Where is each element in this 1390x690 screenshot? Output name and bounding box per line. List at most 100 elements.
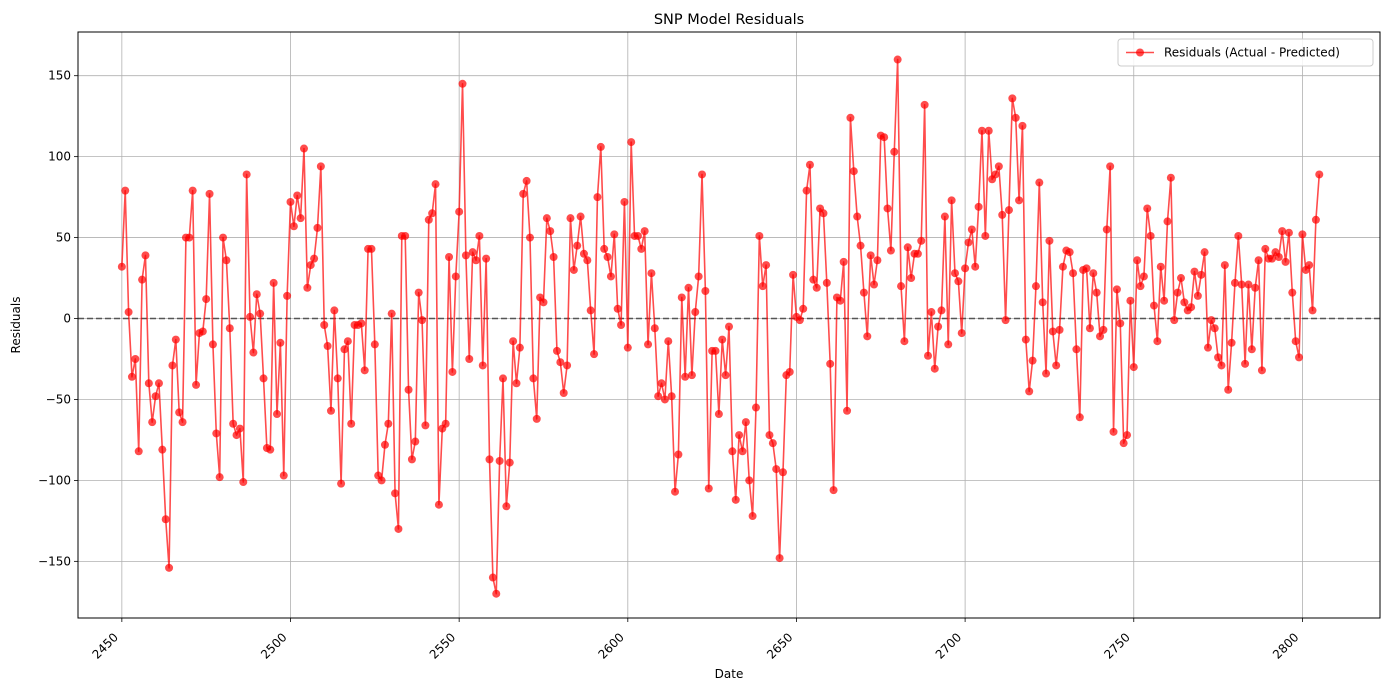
- data-point: [1227, 338, 1236, 347]
- data-point: [802, 186, 811, 195]
- data-point: [293, 191, 302, 200]
- data-point: [542, 214, 551, 223]
- data-point: [957, 329, 966, 338]
- data-point: [880, 133, 889, 142]
- data-point: [718, 335, 727, 344]
- data-point: [886, 246, 895, 255]
- data-point: [903, 243, 912, 252]
- data-point: [907, 274, 916, 283]
- data-point: [998, 210, 1007, 219]
- data-point: [640, 227, 649, 236]
- legend: Residuals (Actual - Predicted): [1117, 38, 1374, 67]
- data-point: [671, 487, 680, 496]
- y-tick-label: 100: [48, 150, 71, 164]
- data-point: [161, 515, 170, 524]
- data-point: [812, 283, 821, 292]
- data-point: [1311, 215, 1320, 224]
- data-point: [721, 371, 730, 380]
- data-point: [866, 251, 875, 260]
- data-point: [660, 395, 669, 404]
- data-point: [340, 345, 349, 354]
- data-point: [1241, 359, 1250, 368]
- data-point: [563, 361, 572, 370]
- data-point: [687, 371, 696, 380]
- data-point: [937, 306, 946, 315]
- data-point: [1298, 230, 1307, 239]
- data-point: [576, 212, 585, 221]
- data-point: [1038, 298, 1047, 307]
- data-point: [380, 440, 389, 449]
- data-point: [839, 257, 848, 266]
- data-point: [657, 379, 666, 388]
- data-point: [495, 456, 504, 465]
- data-point: [617, 321, 626, 329]
- data-point: [954, 277, 963, 286]
- data-point: [273, 410, 282, 419]
- data-point: [917, 236, 926, 245]
- x-axis-label: Date: [715, 667, 744, 681]
- data-point: [1018, 121, 1027, 130]
- data-point: [134, 447, 143, 456]
- data-point: [1315, 170, 1324, 179]
- data-point: [1099, 325, 1108, 334]
- data-point: [434, 500, 443, 509]
- data-point: [930, 364, 939, 373]
- data-point: [202, 295, 211, 304]
- data-point: [1112, 285, 1121, 294]
- data-point: [684, 283, 693, 292]
- data-point: [974, 202, 983, 211]
- data-point: [154, 379, 163, 388]
- data-point: [1193, 291, 1202, 300]
- data-point: [927, 308, 936, 317]
- data-point: [117, 262, 126, 271]
- data-point: [299, 144, 308, 153]
- data-point: [674, 450, 683, 459]
- data-point: [1244, 280, 1253, 289]
- data-point: [940, 212, 949, 221]
- data-point: [971, 262, 980, 271]
- data-point: [276, 338, 285, 347]
- data-point: [994, 162, 1003, 171]
- data-point: [1230, 278, 1239, 287]
- data-point: [755, 231, 764, 240]
- data-point: [127, 372, 136, 381]
- data-point: [303, 283, 312, 292]
- data-point: [964, 238, 973, 247]
- data-point: [667, 392, 676, 401]
- data-point: [472, 256, 481, 265]
- data-point: [934, 322, 943, 331]
- data-point: [893, 55, 902, 64]
- data-point: [1048, 327, 1057, 336]
- data-point: [482, 254, 491, 263]
- data-point: [863, 332, 872, 341]
- data-point: [1089, 269, 1098, 278]
- data-point: [131, 354, 140, 363]
- y-axis-label: Residuals: [9, 297, 23, 354]
- data-point: [1257, 366, 1266, 375]
- data-point: [728, 447, 737, 456]
- data-point: [1247, 345, 1256, 354]
- data-point: [1220, 261, 1229, 270]
- data-point: [944, 340, 953, 349]
- data-point: [326, 406, 335, 415]
- data-point: [499, 374, 508, 383]
- data-point: [981, 231, 990, 240]
- data-point: [701, 287, 710, 296]
- data-point: [559, 388, 568, 397]
- data-point: [121, 186, 130, 195]
- data-point: [573, 241, 582, 250]
- data-point: [1021, 335, 1030, 344]
- data-point: [252, 290, 261, 299]
- data-point: [1251, 283, 1260, 292]
- data-point: [441, 419, 450, 428]
- data-point: [492, 589, 501, 598]
- data-point: [519, 189, 528, 198]
- data-point: [1133, 256, 1142, 265]
- data-point: [644, 340, 653, 349]
- data-point: [144, 379, 153, 388]
- data-point: [515, 343, 524, 352]
- data-point: [525, 233, 534, 242]
- data-point: [401, 231, 410, 240]
- data-point: [1210, 324, 1219, 333]
- data-point: [731, 495, 740, 504]
